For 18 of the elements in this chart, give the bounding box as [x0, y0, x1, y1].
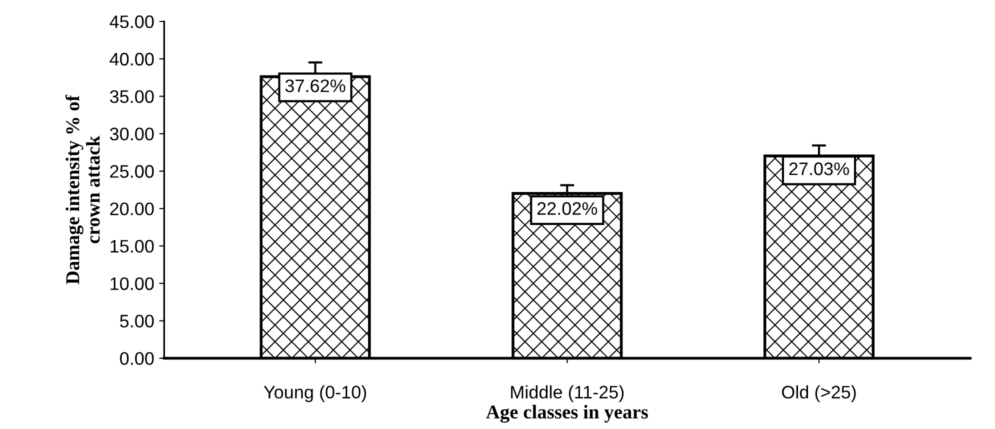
y-tick-label: 15.00	[110, 240, 154, 253]
x-tick-label: Middle (11-25)	[511, 385, 624, 402]
y-tick-label: 25.00	[110, 165, 154, 178]
x-tick-label: Young (0-10)	[264, 385, 366, 402]
data-label: 37.62%	[285, 79, 346, 92]
data-label: 22.02%	[537, 202, 598, 215]
x-tick-label: Old (>25)	[782, 385, 856, 402]
y-tick-label: 30.00	[110, 128, 154, 140]
y-tick-label: 35.00	[110, 90, 154, 104]
y-tick-label: 45.00	[110, 15, 154, 28]
y-tick-label: 0.00	[120, 352, 154, 365]
y-axis-title: Damage intensity % of crown attack	[65, 94, 100, 284]
y-tick-label: 5.00	[120, 314, 154, 328]
data-label: 27.03%	[789, 162, 849, 176]
y-tick-label: 20.00	[110, 202, 154, 216]
y-tick-label: 40.00	[110, 52, 154, 66]
x-axis-title: Age classes in years	[486, 404, 648, 423]
y-tick-label: 10.00	[110, 277, 154, 290]
